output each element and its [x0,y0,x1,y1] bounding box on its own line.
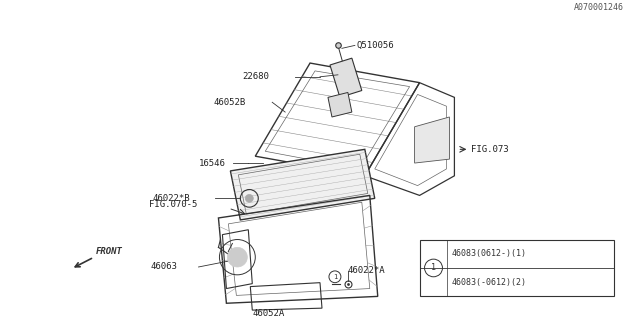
Circle shape [227,247,247,267]
Polygon shape [415,117,449,163]
Bar [420,240,614,296]
Text: 46022*B: 46022*B [153,194,190,203]
Text: 46052B: 46052B [214,98,246,107]
Text: FIG.070-5: FIG.070-5 [148,200,197,209]
Text: 46052A: 46052A [252,308,285,317]
Text: 46083(0612-)(1): 46083(0612-)(1) [451,249,527,258]
Text: 1: 1 [333,274,337,280]
Circle shape [245,195,253,202]
Polygon shape [230,149,375,220]
Polygon shape [328,92,352,117]
Text: 1: 1 [431,263,436,272]
Text: FIG.073: FIG.073 [471,145,509,154]
Text: 46022*A: 46022*A [348,267,385,276]
Text: A070001246: A070001246 [573,3,623,12]
Text: FRONT: FRONT [96,247,123,256]
Text: 22680: 22680 [243,72,269,81]
Text: 46063: 46063 [151,262,178,271]
Text: 46083(-0612)(2): 46083(-0612)(2) [451,278,527,287]
Polygon shape [330,58,362,97]
Text: Q510056: Q510056 [357,41,394,50]
Text: 16546: 16546 [198,158,225,168]
